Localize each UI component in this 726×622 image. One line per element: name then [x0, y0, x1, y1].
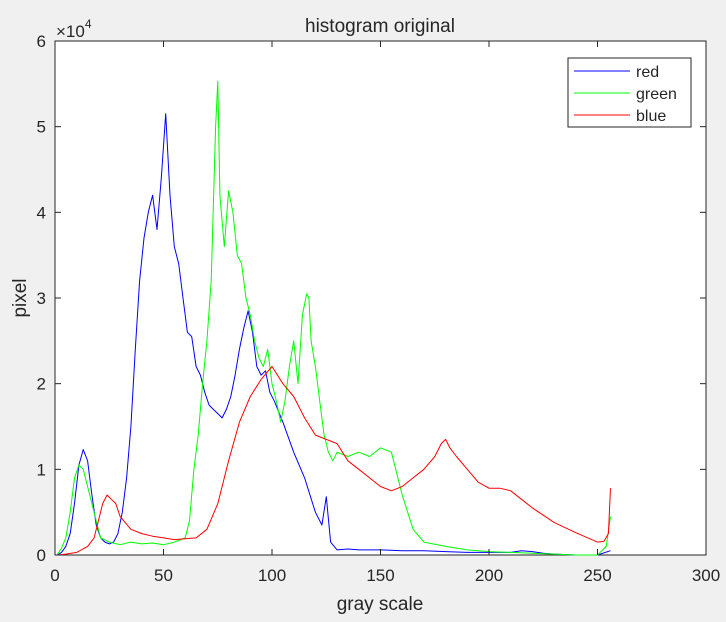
x-tick-label: 300 — [692, 566, 720, 585]
series-lines — [56, 80, 611, 556]
x-tick-label: 250 — [583, 566, 611, 585]
y-axis-label: pixel — [10, 278, 31, 317]
y-exponent-label: ×104 — [56, 17, 92, 41]
series-line-blue — [57, 366, 611, 556]
y-tick-label: 3 — [37, 289, 46, 308]
x-axis-label: gray scale — [337, 594, 424, 615]
x-tick-label: 0 — [50, 566, 59, 585]
series-line-green — [56, 80, 611, 556]
y-tick-label: 0 — [37, 546, 46, 565]
y-exponent-power: 4 — [85, 17, 92, 31]
y-tick-label: 5 — [37, 118, 46, 137]
y-exponent-base: ×10 — [56, 22, 85, 41]
tick-labels: 0 50 100 150 200 250 300 0 1 2 3 4 5 6 — [37, 32, 721, 585]
axis-ticks — [54, 40, 707, 556]
legend-entries: red green blue — [574, 64, 677, 125]
chart-title: histogram original — [305, 16, 455, 37]
legend-label-red: red — [636, 64, 659, 81]
x-tick-label: 50 — [154, 566, 173, 585]
x-tick-label: 150 — [366, 566, 394, 585]
legend-label-blue: blue — [636, 108, 666, 125]
series-line-red — [56, 113, 611, 556]
legend-label-green: green — [636, 86, 677, 103]
x-tick-label: 100 — [258, 566, 286, 585]
y-tick-label: 2 — [37, 375, 46, 394]
y-tick-label: 6 — [37, 32, 46, 51]
y-tick-label: 1 — [37, 460, 46, 479]
legend: red green blue — [567, 57, 692, 128]
x-tick-label: 200 — [475, 566, 503, 585]
y-tick-label: 4 — [37, 203, 46, 222]
